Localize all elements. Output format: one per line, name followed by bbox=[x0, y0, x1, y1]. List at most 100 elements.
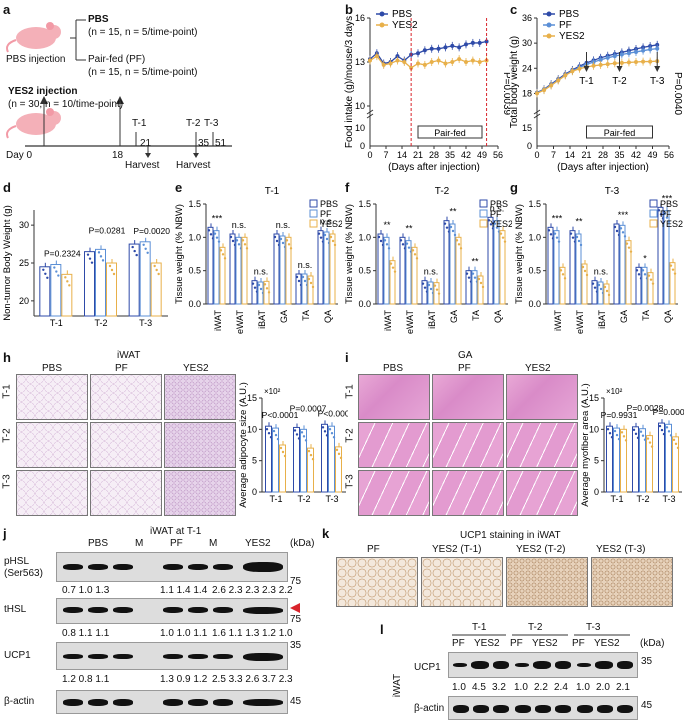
data-point bbox=[639, 430, 643, 433]
data-point bbox=[598, 57, 603, 62]
significance-label: n.s. bbox=[276, 220, 291, 230]
data-point bbox=[436, 58, 441, 63]
series-line bbox=[536, 47, 658, 94]
legend-swatch bbox=[649, 219, 658, 228]
data-point bbox=[57, 274, 60, 277]
y-axis-label: Food intake (g)/mouse/3 days bbox=[344, 16, 355, 148]
x-axis-label: (Days after injection) bbox=[557, 162, 649, 173]
timepoint-t1: T-1 bbox=[132, 118, 147, 129]
l-lane: YES2 bbox=[594, 638, 620, 649]
data-point bbox=[265, 287, 269, 290]
data-point bbox=[470, 40, 475, 45]
legend-label: PBS bbox=[660, 199, 678, 209]
data-point bbox=[302, 435, 306, 438]
legend-label: YES2 bbox=[320, 219, 342, 229]
x-tick-label: 42 bbox=[461, 150, 471, 160]
l-lane: YES2 bbox=[532, 638, 558, 649]
bar bbox=[383, 236, 390, 305]
data-point bbox=[309, 281, 313, 285]
data-point bbox=[542, 88, 547, 93]
h-col-yes2: YES2 bbox=[183, 363, 209, 374]
h-row-t2: T-2 bbox=[1, 428, 13, 443]
data-point bbox=[207, 229, 211, 232]
pair-fed-label: Pair-fed bbox=[434, 128, 466, 138]
l-quant: 1.0 bbox=[514, 682, 528, 693]
data-point bbox=[251, 282, 255, 285]
data-point bbox=[641, 269, 645, 272]
y-tick-label: 0.5 bbox=[358, 266, 371, 276]
data-point bbox=[665, 216, 669, 219]
data-point bbox=[339, 456, 343, 460]
x-tick-label: TA bbox=[471, 310, 481, 321]
data-point bbox=[629, 250, 633, 253]
y-axis-label: Total body weight (g) bbox=[509, 36, 520, 128]
data-point bbox=[457, 57, 462, 62]
x-tick-label: eWAT bbox=[575, 309, 585, 334]
bar bbox=[646, 435, 653, 493]
arrow-icon bbox=[616, 66, 623, 72]
l-kda: (kDa) bbox=[640, 638, 665, 649]
panel-a-schematic bbox=[6, 19, 232, 158]
data-point bbox=[259, 287, 263, 291]
k-col-yes2-t3: YES2 (T-3) bbox=[596, 544, 646, 555]
legend-marker bbox=[546, 33, 552, 39]
data-point bbox=[283, 454, 287, 458]
y-tick-label: 25 bbox=[19, 258, 29, 268]
data-point bbox=[499, 232, 503, 235]
j-row-label: pHSL bbox=[4, 556, 30, 567]
histology-image bbox=[16, 422, 88, 468]
data-point bbox=[585, 273, 589, 277]
bar bbox=[455, 236, 462, 305]
data-point bbox=[429, 60, 434, 64]
bar bbox=[219, 246, 226, 305]
data-point bbox=[648, 47, 653, 52]
data-point bbox=[663, 212, 667, 215]
data-point bbox=[591, 63, 596, 68]
data-point bbox=[569, 232, 573, 235]
data-point bbox=[301, 275, 305, 279]
data-point bbox=[464, 60, 468, 64]
data-point bbox=[281, 241, 285, 245]
data-point bbox=[44, 272, 47, 275]
data-point bbox=[563, 277, 567, 280]
bar bbox=[620, 428, 627, 493]
data-point bbox=[619, 52, 624, 57]
panel-label-b: b bbox=[345, 2, 353, 17]
x-tick-label: TA bbox=[641, 310, 651, 321]
data-point bbox=[605, 55, 610, 60]
histology-image bbox=[164, 470, 236, 516]
histology-image bbox=[358, 470, 430, 516]
adipocyte-size-chart: 0 5 10 15 T-1 P<0.0001 T-2 P=0.0007 T-3 P<0.0001 A… bbox=[238, 382, 348, 508]
bar bbox=[301, 273, 308, 305]
pf-group-title: Pair-fed (PF) bbox=[88, 54, 146, 65]
y-tick-label: 20 bbox=[19, 296, 29, 306]
y-tick-label: 18 bbox=[522, 88, 532, 98]
l-lane: YES2 bbox=[474, 638, 500, 649]
data-point bbox=[253, 286, 257, 289]
bar bbox=[487, 216, 494, 305]
j-marker: 75 bbox=[290, 614, 302, 625]
panel-label-g: g bbox=[510, 180, 518, 195]
y-tick-label: 15 bbox=[589, 393, 599, 403]
data-point bbox=[457, 45, 462, 50]
yes2-injection-title: YES2 injection bbox=[8, 86, 78, 97]
j-row-label: (Ser563) bbox=[4, 568, 43, 579]
k-col-yes2-t2: YES2 (T-2) bbox=[516, 544, 566, 555]
data-point bbox=[381, 62, 386, 67]
y-axis-label: Tissue weight (% NBW) bbox=[344, 204, 355, 304]
j-quant: 0.8 1.1 1.1 bbox=[62, 628, 110, 639]
k-col-pf: PF bbox=[367, 544, 380, 555]
data-point bbox=[445, 226, 449, 229]
x-tick-label: iBAT bbox=[427, 310, 437, 329]
data-point bbox=[603, 285, 607, 289]
y-tick-label: 16 bbox=[355, 13, 365, 23]
data-point bbox=[289, 247, 293, 250]
bar bbox=[405, 240, 412, 305]
data-point bbox=[276, 437, 280, 441]
p-value-label: P<0.0001 bbox=[262, 410, 299, 420]
l-quant: 2.0 bbox=[596, 682, 610, 693]
j-marker: 45 bbox=[290, 696, 302, 707]
data-point bbox=[281, 450, 285, 454]
day21-label: 21 bbox=[140, 138, 152, 149]
bar bbox=[553, 230, 560, 305]
